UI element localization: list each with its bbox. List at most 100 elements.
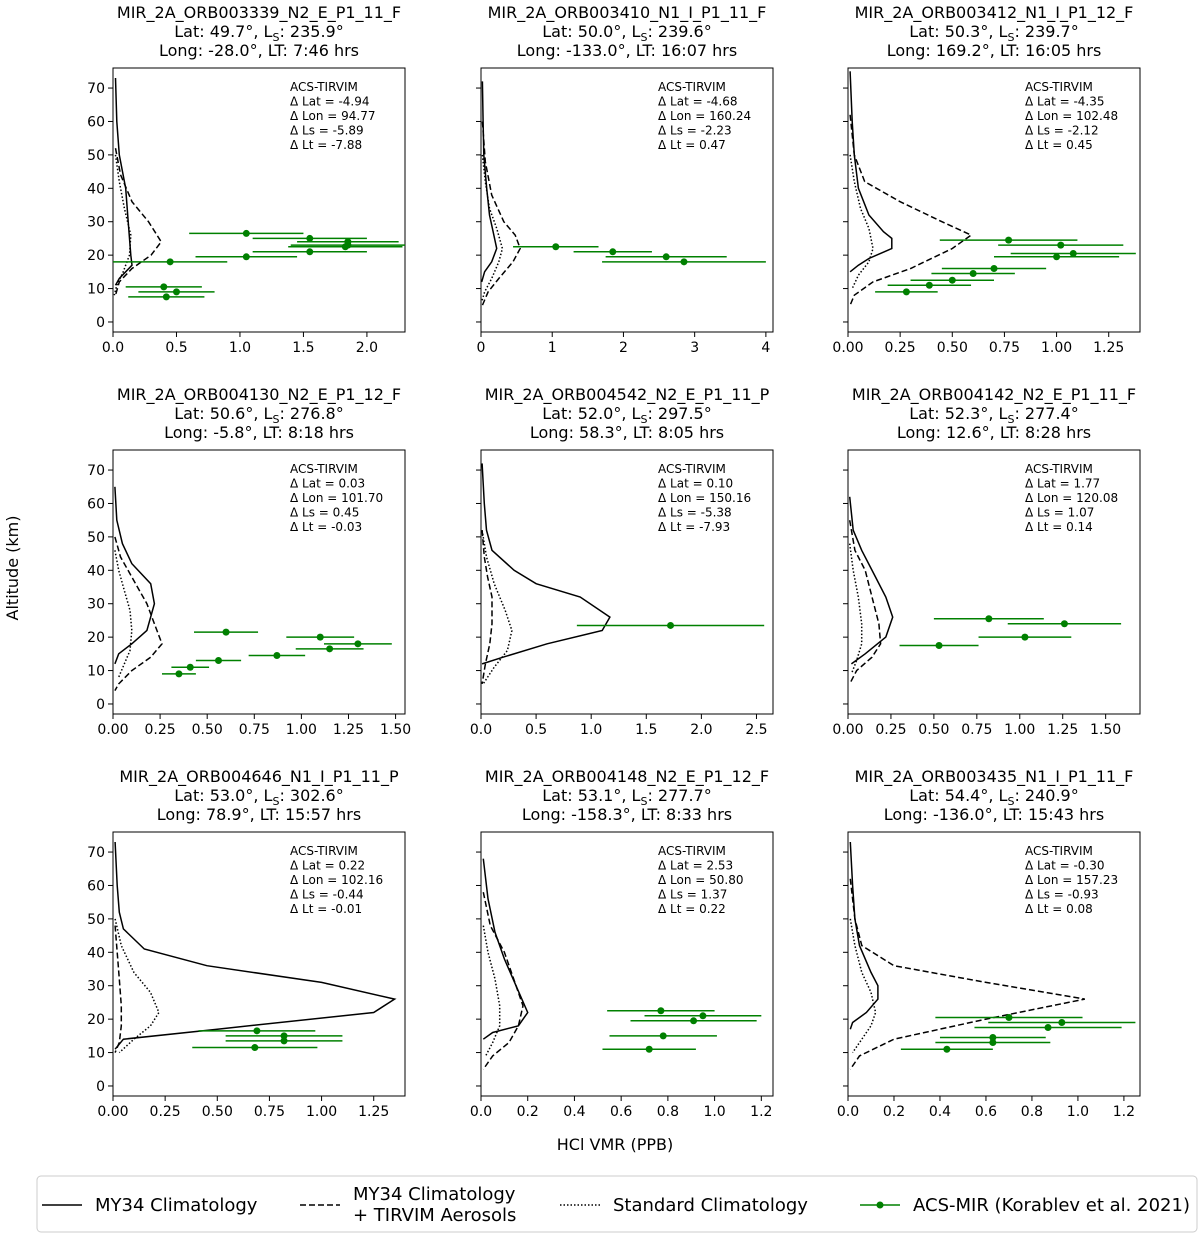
tirvim-info-line: ACS-TIRVIM	[1025, 462, 1093, 476]
series-my34-tirvim-aerosols	[481, 530, 493, 685]
panel-title-long-lt: Long: -28.0°, LT: 7:46 hrs	[159, 41, 359, 60]
panel-title-long-lt: Long: -158.3°, LT: 8:33 hrs	[522, 805, 732, 824]
y-tick-label: 20	[87, 1012, 105, 1028]
acs-mir-point	[969, 270, 977, 278]
tirvim-info-line: Δ Lon = 157.23	[1025, 873, 1118, 887]
acs-mir-point	[175, 670, 183, 678]
panel-title-long-lt: Long: -133.0°, LT: 16:07 hrs	[517, 41, 737, 60]
y-tick-label: 0	[96, 697, 105, 713]
series-my34-tirvim-aerosols	[114, 925, 123, 1053]
x-tick-label: 0.4	[929, 1104, 951, 1120]
tirvim-info-line: Δ Ls = -5.38	[658, 506, 732, 520]
legend-label: MY34 Climatology	[95, 1195, 258, 1216]
series-standard-climatology	[848, 543, 863, 675]
x-tick-label: 0.6	[975, 1104, 997, 1120]
acs-mir-point	[166, 258, 174, 266]
axes-frame	[480, 67, 774, 333]
series-standard-climatology	[114, 918, 160, 1054]
x-tick-label: 0.00	[832, 722, 863, 738]
axes-frame	[847, 67, 1141, 333]
acs-mir-point	[989, 1039, 997, 1047]
x-tick-label: 0.75	[254, 1104, 285, 1120]
acs-mir-point	[645, 1045, 653, 1053]
x-tick-label: 1.0	[1067, 1104, 1089, 1120]
x-tick-label: 1.00	[306, 1104, 337, 1120]
acs-mir-point	[667, 621, 675, 629]
legend-marker	[876, 1201, 884, 1209]
x-tick-label: 2	[619, 340, 628, 356]
acs-mir-point	[659, 1032, 667, 1040]
y-tick-label: 50	[87, 912, 105, 928]
tirvim-info-line: Δ Lon = 150.16	[658, 491, 751, 505]
x-tick-label: 0.25	[885, 340, 916, 356]
y-tick-label: 40	[87, 945, 105, 961]
y-tick-label: 30	[87, 979, 105, 995]
y-tick-label: 60	[87, 878, 105, 894]
y-tick-label: 40	[87, 563, 105, 579]
tirvim-info-line: ACS-TIRVIM	[658, 80, 726, 94]
x-tick-label: 1.00	[1041, 340, 1072, 356]
series-standard-climatology	[849, 918, 877, 1054]
series-my34-climatology	[114, 77, 133, 286]
y-tick-label: 10	[87, 664, 105, 680]
acs-mir-point	[222, 628, 230, 636]
tirvim-info-line: ACS-TIRVIM	[658, 462, 726, 476]
legend-frame	[36, 1175, 1198, 1233]
x-tick-label: 0.25	[145, 722, 176, 738]
x-tick-label: 0	[477, 340, 486, 356]
acs-mir-point	[306, 234, 314, 242]
tirvim-info-line: Δ Lt = 0.45	[1025, 138, 1093, 152]
acs-mir-point	[662, 253, 670, 261]
y-tick-label: 70	[87, 463, 105, 479]
tirvim-info-line: ACS-TIRVIM	[290, 80, 358, 94]
series-my34-tirvim-aerosols	[849, 878, 1085, 1070]
acs-mir-point	[316, 633, 324, 641]
acs-mir-point	[943, 1045, 951, 1053]
series-my34-climatology	[481, 463, 611, 665]
legend-entry-1: MY34 Climatology	[42, 1195, 258, 1216]
tirvim-info-line: Δ Lt = -7.93	[658, 520, 730, 534]
tirvim-info-line: Δ Lon = 94.77	[290, 109, 375, 123]
y-tick-label: 40	[87, 181, 105, 197]
panel-title-orbit: MIR_2A_ORB003412_N1_I_P1_12_F	[855, 3, 1134, 23]
series-my34-tirvim-aerosols	[481, 121, 522, 306]
y-tick-label: 10	[87, 1046, 105, 1062]
tirvim-info-line: Δ Lat = -4.68	[658, 95, 738, 109]
series-my34-climatology	[114, 486, 156, 665]
acs-mir-point	[251, 1044, 259, 1052]
panel-title-orbit: MIR_2A_ORB003410_N1_I_P1_11_F	[488, 3, 767, 23]
tirvim-info-line: Δ Lt = 0.08	[1025, 902, 1093, 916]
x-tick-label: 3	[690, 340, 699, 356]
tirvim-info-line: Δ Lat = -0.30	[1025, 859, 1105, 873]
x-tick-label: 0.4	[563, 1104, 585, 1120]
tirvim-info-line: Δ Lat = 0.03	[290, 477, 365, 491]
legend: MY34 Climatology MY34 Climatology + TIRVIM…	[36, 1175, 1198, 1233]
tirvim-info-line: ACS-TIRVIM	[290, 844, 358, 858]
acs-mir-point	[1053, 253, 1061, 261]
legend-label: Standard Climatology	[613, 1195, 808, 1216]
acs-mir-point	[1005, 1013, 1013, 1021]
x-tick-label: 0.0	[470, 722, 492, 738]
series-standard-climatology	[113, 154, 132, 296]
panel-title-orbit: MIR_2A_ORB003435_N1_I_P1_11_F	[855, 767, 1134, 787]
panel-title-orbit: MIR_2A_ORB003339_N2_E_P1_11_F	[117, 3, 401, 23]
x-tick-label: 1.0	[229, 340, 251, 356]
acs-mir-point	[948, 276, 956, 284]
tirvim-info-line: Δ Ls = -2.12	[1025, 124, 1099, 138]
x-tick-label: 0.50	[918, 722, 949, 738]
series-my34-tirvim-aerosols	[849, 114, 973, 306]
acs-mir-point	[186, 663, 194, 671]
x-tick-label: 0.00	[97, 1104, 128, 1120]
y-tick-label: 60	[87, 496, 105, 512]
x-tick-label: 1.2	[1113, 1104, 1135, 1120]
acs-mir-point	[1058, 1018, 1066, 1026]
legend-entry-2: MY34 Climatology + TIRVIM Aerosols	[300, 1184, 516, 1226]
acs-mir-point	[1057, 241, 1065, 249]
acs-mir-point	[214, 657, 222, 665]
tirvim-info-line: Δ Lon = 160.24	[658, 109, 751, 123]
